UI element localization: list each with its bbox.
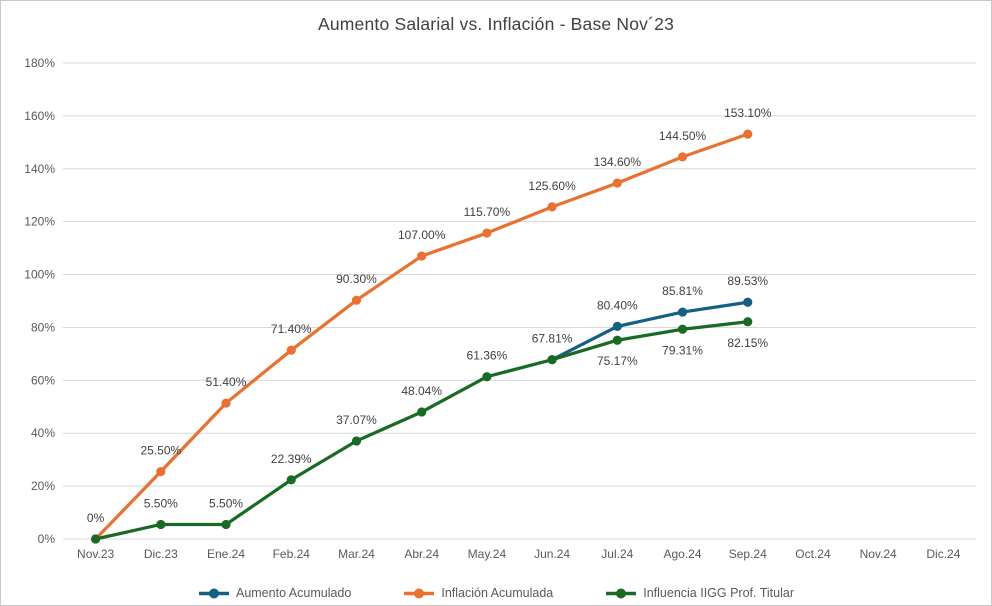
data-label: 82.15% xyxy=(727,336,768,350)
y-axis-tick-label: 40% xyxy=(31,426,55,440)
x-axis-tick-label: Nov.23 xyxy=(77,547,114,561)
data-point-aumento-acumulado xyxy=(677,307,688,317)
y-axis-tick-label: 80% xyxy=(31,320,55,334)
data-point-influencia-iigg-prof-titular xyxy=(156,519,166,530)
data-label: 5.50% xyxy=(209,496,243,510)
data-label: 75.17% xyxy=(597,354,638,368)
data-point-aumento-acumulado xyxy=(612,321,622,331)
data-label: 22.39% xyxy=(271,452,312,466)
data-point-aumento-acumulado xyxy=(743,297,753,307)
legend-item-label: Aumento Acumulado xyxy=(235,586,352,600)
data-point-inflaci-n-acumulada xyxy=(743,129,753,139)
data-point-influencia-iigg-prof-titular xyxy=(743,317,753,327)
series-line-inflaci-n-acumulada xyxy=(93,132,750,541)
legend-line-marker-icon xyxy=(606,588,637,598)
y-axis-tick-label: 180% xyxy=(24,56,55,70)
x-axis-tick-label: Jun.24 xyxy=(534,547,570,561)
x-axis-tick-label: May.24 xyxy=(468,547,507,561)
legend-item-label: Influencia IIGG Prof. Titular xyxy=(643,586,794,600)
data-point-inflaci-n-acumulada xyxy=(351,295,362,305)
legend: Aumento Acumulado Inflación Acumulada Infl… xyxy=(1,586,991,600)
data-label: 0% xyxy=(87,511,105,525)
x-axis-tick-label: Abr.24 xyxy=(404,547,439,561)
legend-item-label: Inflación Acumulada xyxy=(441,586,554,600)
x-axis-tick-label: Sep.24 xyxy=(729,547,767,561)
x-axis-tick-label: Dic.23 xyxy=(144,547,178,561)
data-point-influencia-iigg-prof-titular xyxy=(417,407,427,417)
chart-title: Aumento Salarial vs. Inflación - Base No… xyxy=(317,14,675,34)
data-label: 67.81% xyxy=(532,332,573,346)
y-axis-tick-label: 160% xyxy=(24,109,55,123)
y-axis-tick-label: 60% xyxy=(31,373,55,387)
data-label: 115.70% xyxy=(464,205,511,219)
legend-item-aumento-acumulado: Aumento Acumulado xyxy=(198,586,351,600)
data-point-inflaci-n-acumulada xyxy=(677,152,688,162)
data-label: 89.53% xyxy=(727,274,768,288)
data-point-influencia-iigg-prof-titular xyxy=(91,534,101,544)
data-label: 125.60% xyxy=(528,179,576,193)
series-line-influencia-iigg-prof-titular xyxy=(93,320,750,541)
data-point-inflaci-n-acumulada xyxy=(612,178,622,188)
data-label: 51.40% xyxy=(206,375,247,389)
x-axis-tick-label: Mar.24 xyxy=(338,547,375,561)
y-axis-tick-label: 0% xyxy=(38,532,56,546)
y-axis-tick-label: 100% xyxy=(24,268,55,282)
x-axis-tick-label: Oct.24 xyxy=(795,547,831,561)
data-point-inflaci-n-acumulada xyxy=(221,398,231,408)
y-axis-tick-label: 120% xyxy=(24,215,55,229)
data-label: 37.07% xyxy=(336,413,377,427)
data-label: 153.10% xyxy=(724,106,772,120)
data-point-influencia-iigg-prof-titular xyxy=(221,519,231,530)
data-point-inflaci-n-acumulada xyxy=(417,251,427,261)
data-point-inflaci-n-acumulada xyxy=(547,202,557,212)
data-label: 71.40% xyxy=(271,322,312,336)
data-point-influencia-iigg-prof-titular xyxy=(351,436,362,446)
data-label: 144.50% xyxy=(659,129,707,143)
data-point-influencia-iigg-prof-titular xyxy=(482,372,492,382)
y-axis-tick-label: 140% xyxy=(24,162,55,176)
y-axis-tick-label: 20% xyxy=(31,479,55,493)
data-label: 79.31% xyxy=(662,343,703,357)
data-point-inflaci-n-acumulada xyxy=(286,345,296,355)
data-label: 61.36% xyxy=(467,349,508,363)
legend-item-influencia-iigg-prof-titular: Influencia IIGG Prof. Titular xyxy=(605,586,794,600)
data-label: 134.60% xyxy=(594,155,642,169)
data-label: 5.50% xyxy=(144,496,178,510)
legend-line-marker-icon xyxy=(404,588,435,598)
legend-item-inflaci-n-acumulada: Inflación Acumulada xyxy=(403,586,553,600)
legend-line-marker-icon xyxy=(198,588,229,598)
data-point-inflaci-n-acumulada xyxy=(482,228,492,238)
data-point-inflaci-n-acumulada xyxy=(156,466,166,477)
data-label: 90.30% xyxy=(336,272,377,286)
data-point-influencia-iigg-prof-titular xyxy=(677,324,688,334)
data-label: 48.04% xyxy=(401,384,442,398)
x-axis-tick-label: Ene.24 xyxy=(207,547,245,561)
data-point-influencia-iigg-prof-titular xyxy=(286,475,296,485)
x-axis-tick-label: Jul.24 xyxy=(601,547,633,561)
data-label: 25.50% xyxy=(140,444,181,458)
x-axis-tick-label: Nov.24 xyxy=(860,547,897,561)
data-point-influencia-iigg-prof-titular xyxy=(547,355,557,365)
series-line-aumento-acumulado xyxy=(550,300,750,362)
data-label: 107.00% xyxy=(398,228,446,242)
x-axis-tick-label: Dic.24 xyxy=(926,547,960,561)
x-axis-tick-label: Ago.24 xyxy=(664,547,702,561)
data-point-influencia-iigg-prof-titular xyxy=(612,335,622,345)
data-label: 80.40% xyxy=(597,298,638,312)
data-label: 85.81% xyxy=(662,284,703,298)
x-axis-tick-label: Feb.24 xyxy=(273,547,311,561)
